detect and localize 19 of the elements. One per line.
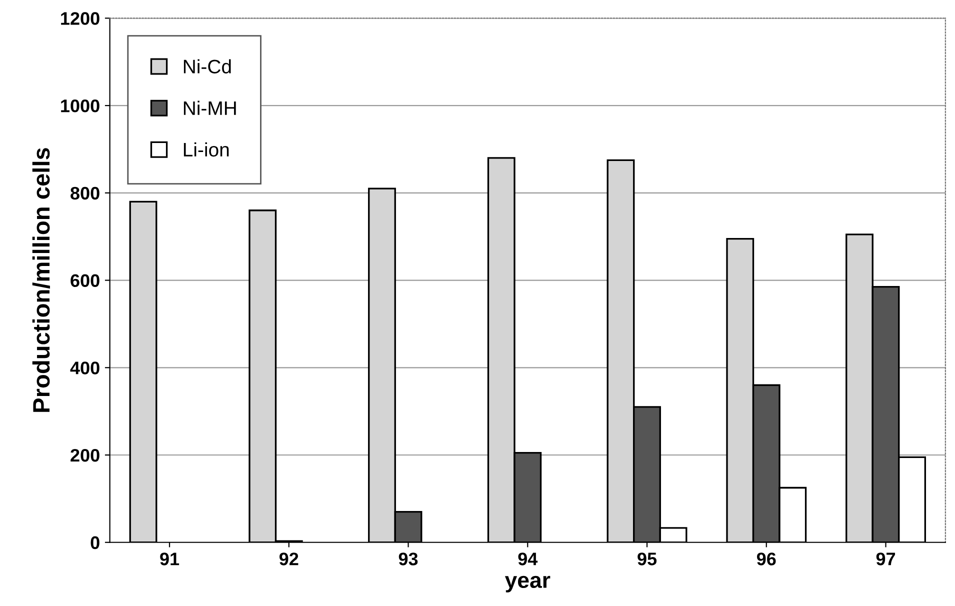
x-tick-label: 93 (398, 552, 418, 566)
legend-label: Ni-MH (184, 100, 236, 115)
x-tick-label: 97 (876, 552, 896, 566)
legend-label: Li-ion (184, 142, 229, 157)
x-tick-label: 91 (160, 552, 180, 566)
y-tick-label: 800 (70, 186, 100, 200)
y-tick-label: 1000 (61, 99, 100, 112)
y-axis-title: Production/million cells (32, 148, 50, 412)
y-tick-label: 600 (70, 274, 100, 287)
y-tick-label: 400 (70, 362, 100, 374)
y-tick-label: 200 (70, 448, 100, 462)
x-tick-label: 92 (279, 552, 298, 566)
x-tick-label: 94 (518, 552, 538, 566)
x-tick-label: 96 (756, 552, 776, 566)
y-tick-label: 0 (90, 536, 100, 550)
x-tick-label: 95 (638, 552, 657, 566)
y-tick-label: 1200 (61, 12, 100, 25)
x-axis-title: year (504, 576, 550, 592)
legend-label: Ni-Cd (184, 59, 231, 74)
